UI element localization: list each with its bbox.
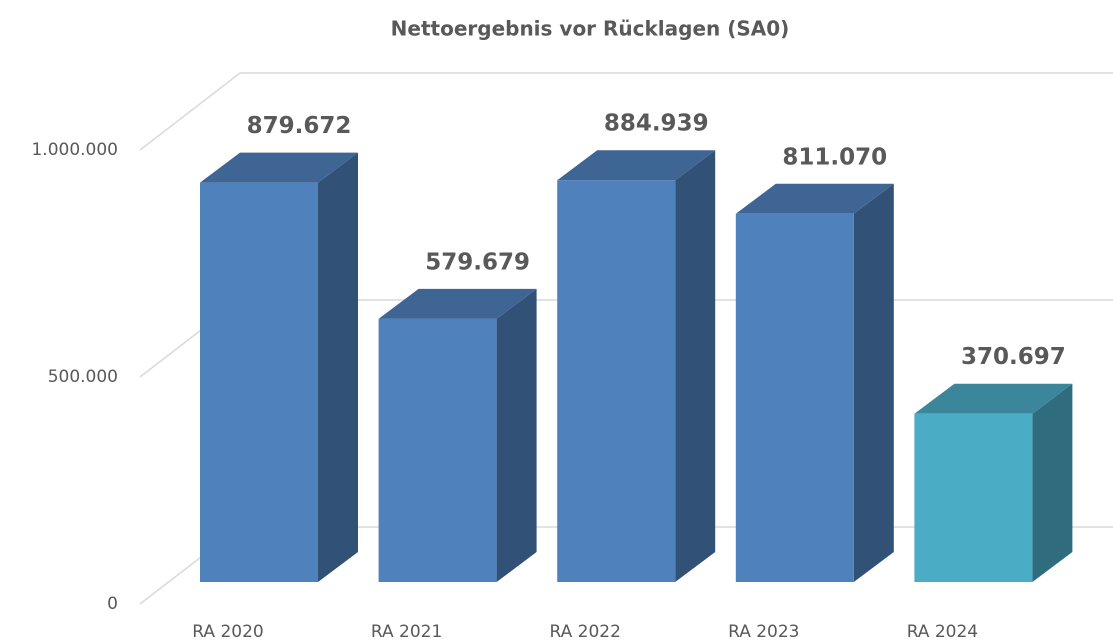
x-tick-label: RA 2023 — [728, 622, 799, 641]
bar-top — [735, 183, 894, 214]
bar-side — [1032, 383, 1073, 582]
grid-line — [139, 72, 1113, 151]
x-tick-label: RA 2020 — [192, 622, 263, 641]
bar — [557, 180, 676, 582]
bar-top — [914, 383, 1073, 414]
bar — [200, 182, 318, 582]
chart-title: Nettoergebnis vor Rücklagen (SA0) — [391, 17, 790, 41]
bar-side — [853, 183, 894, 582]
data-label: 811.070 — [782, 144, 887, 170]
y-tick-label: 500.000 — [48, 367, 118, 387]
x-tick-label: RA 2021 — [371, 622, 442, 641]
data-label: 370.697 — [961, 344, 1066, 370]
bar — [914, 413, 1033, 582]
bar-side — [675, 150, 716, 582]
data-label: 579.679 — [425, 249, 530, 275]
x-tick-label: RA 2024 — [907, 622, 978, 641]
bar — [735, 213, 854, 582]
bar-side — [496, 288, 537, 582]
bar-top — [200, 152, 358, 183]
y-tick-label: 1.000.000 — [31, 140, 118, 160]
data-label: 884.939 — [604, 111, 709, 137]
bar-side — [318, 152, 358, 582]
bar — [378, 318, 497, 582]
x-tick-label: RA 2022 — [549, 622, 620, 641]
bar-top — [378, 288, 537, 319]
y-tick-label: 0 — [107, 594, 118, 614]
bar-top — [557, 150, 716, 181]
data-label: 879.672 — [247, 113, 352, 139]
